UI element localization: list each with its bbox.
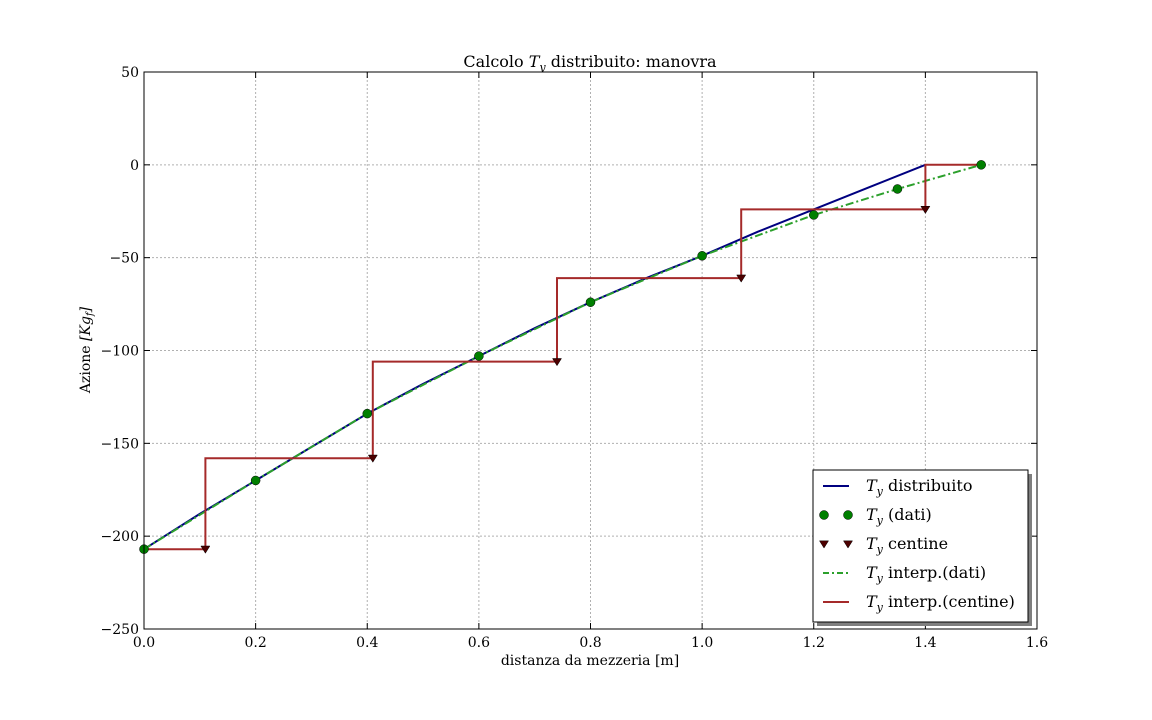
series-layer <box>139 160 986 554</box>
x-tick-label: 0.4 <box>356 635 378 651</box>
data-point-dati <box>809 210 819 220</box>
y-tick-label: −250 <box>101 622 139 638</box>
y-tick-label: 50 <box>121 65 139 81</box>
x-axis-tick-labels: 0.0 0.2 0.4 0.6 0.8 1.0 1.2 1.4 1.6 <box>133 635 1048 651</box>
data-point-centine <box>736 274 747 283</box>
x-tick-label: 0.6 <box>468 635 490 651</box>
x-tick-label: 0.8 <box>579 635 601 651</box>
x-axis-label: distanza da mezzeria [m] <box>501 653 679 669</box>
x-tick-label: 0.2 <box>244 635 266 651</box>
legend-marker-centine <box>843 540 853 549</box>
data-point-dati <box>250 475 261 486</box>
y-axis-label: Azione [Kgf] <box>78 306 96 394</box>
y-tick-label: −200 <box>101 529 139 545</box>
data-point-dati <box>892 184 903 194</box>
x-tick-label: 1.6 <box>1026 635 1048 651</box>
legend-entry-dati: Ty (dati) <box>819 505 932 527</box>
data-point-dati <box>697 251 707 261</box>
data-point-dati <box>585 297 596 307</box>
x-tick-label: 1.4 <box>914 635 936 651</box>
legend-label-interp-centine: Ty interp.(centine) <box>866 592 1015 614</box>
data-point-centine <box>200 545 211 554</box>
data-point-dati <box>976 160 986 170</box>
data-point-dati <box>474 351 484 361</box>
data-point-centine <box>920 205 931 214</box>
x-tick-label: 0.0 <box>133 635 155 651</box>
data-point-dati <box>362 408 372 419</box>
y-tick-label: −150 <box>101 436 139 452</box>
series-line-interp-centine <box>144 163 982 551</box>
chart-title: Calcolo Ty distribuito: manovra <box>463 52 717 74</box>
data-point-centine <box>552 358 562 367</box>
legend: Ty distribuito Ty (dati) Ty centine Ty inte… <box>812 469 1032 626</box>
x-tick-label: 1.2 <box>803 635 825 651</box>
y-tick-label: 0 <box>130 158 139 174</box>
y-tick-label: −100 <box>101 344 139 360</box>
y-tick-label: −50 <box>109 251 139 267</box>
x-tick-label: 1.0 <box>691 635 713 651</box>
legend-entry-interp-dati: Ty interp.(dati) <box>823 563 986 585</box>
legend-marker-centine <box>819 540 829 549</box>
legend-entry-distribuito: Ty distribuito <box>823 476 972 498</box>
legend-label-interp-dati: Ty interp.(dati) <box>866 563 986 585</box>
legend-marker-dati <box>819 510 829 520</box>
legend-marker-dati <box>843 510 853 520</box>
data-point-centine <box>367 454 378 463</box>
tick-marks <box>143 71 1038 630</box>
legend-entry-interp-centine: Ty interp.(centine) <box>823 592 1015 614</box>
legend-entry-centine: Ty centine <box>819 534 948 556</box>
legend-label-dati: Ty (dati) <box>866 505 932 527</box>
legend-label-centine: Ty centine <box>866 534 948 556</box>
legend-label-distribuito: Ty distribuito <box>866 476 972 498</box>
legend-entries: Ty distribuito Ty (dati) Ty centine Ty inte… <box>819 476 1015 614</box>
y-axis-tick-labels: 50 0 −50 −100 −150 −200 −250 <box>101 65 139 638</box>
